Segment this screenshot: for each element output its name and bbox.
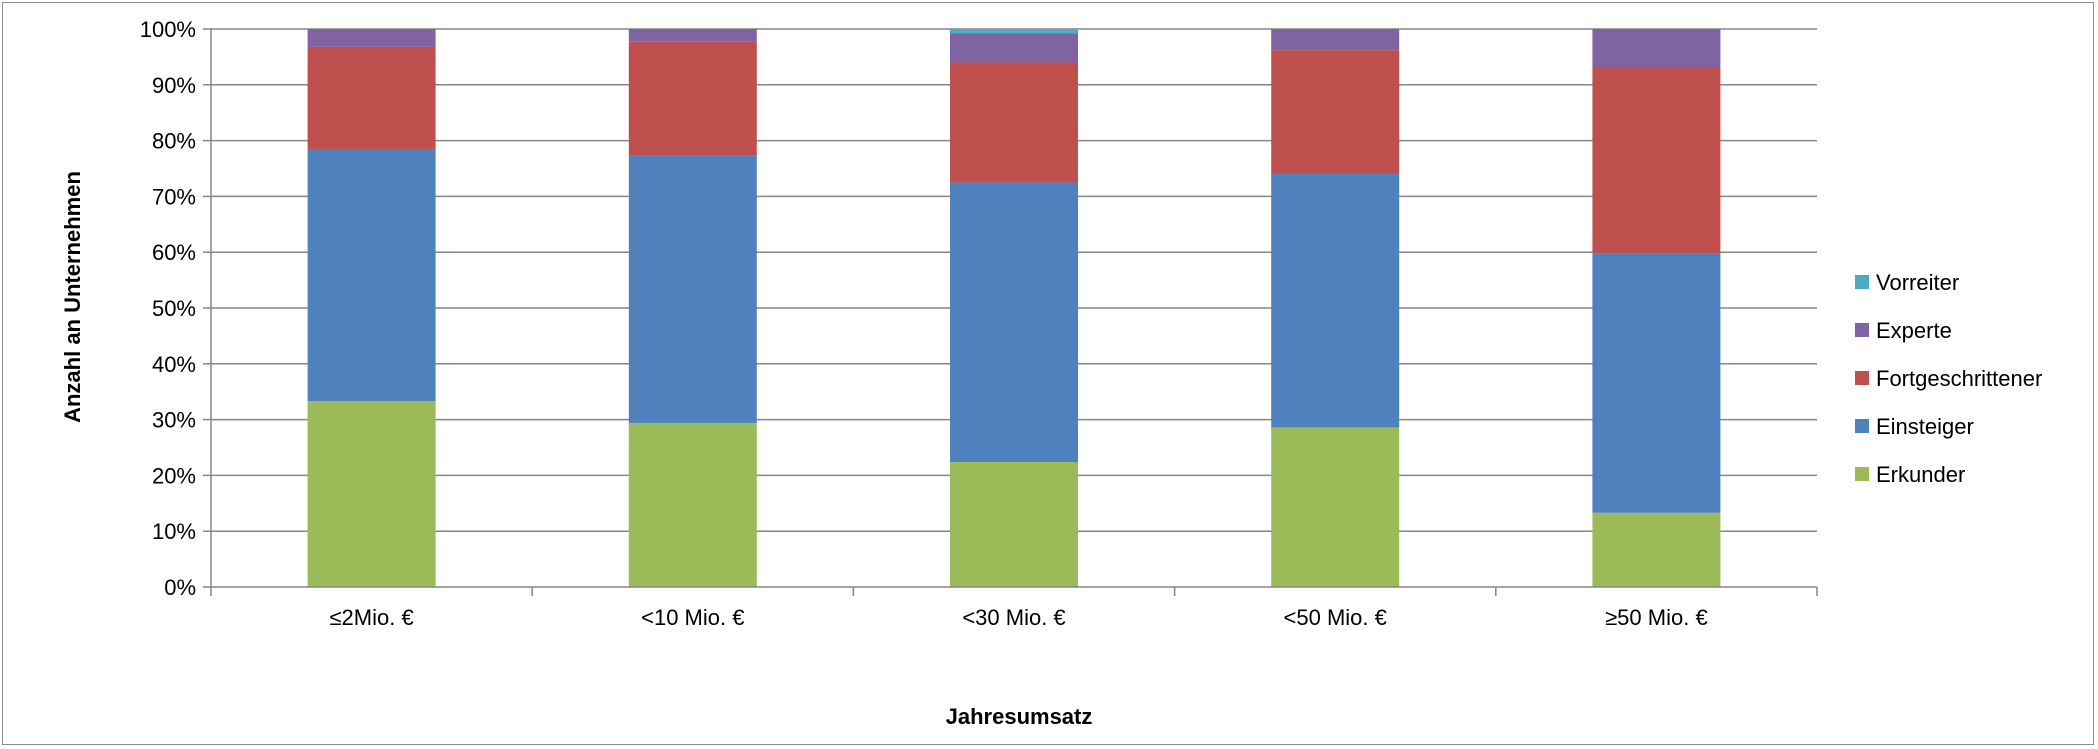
legend-label: Erkunder bbox=[1876, 462, 1965, 487]
legend-label: Experte bbox=[1876, 318, 1952, 343]
y-tick-label: 50% bbox=[152, 296, 196, 321]
y-tick-label: 90% bbox=[152, 73, 196, 98]
y-tick-label: 20% bbox=[152, 463, 196, 488]
y-tick-label: 0% bbox=[164, 575, 196, 600]
bar-segment bbox=[950, 182, 1078, 463]
legend-swatch bbox=[1855, 419, 1869, 433]
bar-segment bbox=[1271, 50, 1400, 174]
legend-label: Fortgeschrittener bbox=[1876, 366, 2042, 391]
bar-segment bbox=[950, 62, 1078, 183]
bar-segment bbox=[950, 29, 1078, 34]
x-tick-label: ≥50 Mio. € bbox=[1605, 605, 1708, 630]
x-tick-label: <30 Mio. € bbox=[962, 605, 1065, 630]
bar-segment bbox=[1592, 253, 1721, 513]
bar-segment bbox=[307, 46, 436, 149]
bar-segment bbox=[628, 155, 757, 423]
bar-segment bbox=[950, 462, 1078, 587]
x-tick-labels: ≤2Mio. € <10 Mio. € <30 Mio. € <50 Mio. € ≥5… bbox=[329, 605, 1707, 630]
bar-segment bbox=[307, 29, 436, 47]
y-tick-label: 30% bbox=[152, 408, 196, 433]
legend-swatch bbox=[1855, 275, 1869, 289]
bar-segment bbox=[1592, 67, 1721, 254]
legend-label: Vorreiter bbox=[1876, 270, 1959, 295]
y-tick-labels: 0% 10% 20% 30% 40% 50% 60% 70% 80% 90% 100% bbox=[140, 17, 196, 600]
bars bbox=[307, 29, 1721, 587]
bar-segment bbox=[1592, 29, 1721, 68]
y-tick-label: 60% bbox=[152, 240, 196, 265]
bar-segment bbox=[628, 422, 757, 587]
bar-segment bbox=[628, 29, 757, 42]
x-tick-label: ≤2Mio. € bbox=[329, 605, 413, 630]
y-tick-label: 100% bbox=[140, 17, 196, 42]
legend: Vorreiter Experte Fortgeschrittener Einstei… bbox=[1855, 270, 2042, 487]
x-tick-label: <50 Mio. € bbox=[1284, 605, 1387, 630]
bar-segment bbox=[628, 41, 757, 156]
bar-segment bbox=[1271, 29, 1400, 51]
legend-swatch bbox=[1855, 467, 1869, 481]
bar-segment bbox=[1271, 427, 1400, 587]
legend-swatch bbox=[1855, 371, 1869, 385]
bar-segment bbox=[950, 33, 1078, 63]
bar-segment bbox=[1271, 173, 1400, 428]
legend-label: Einsteiger bbox=[1876, 414, 1974, 439]
y-tick-label: 70% bbox=[152, 184, 196, 209]
legend-swatch bbox=[1855, 323, 1869, 337]
bar-segment bbox=[1592, 512, 1721, 587]
bar-segment bbox=[307, 401, 436, 587]
axes bbox=[203, 28, 1818, 596]
y-tick-label: 10% bbox=[152, 519, 196, 544]
y-tick-label: 40% bbox=[152, 352, 196, 377]
y-tick-label: 80% bbox=[152, 129, 196, 154]
bar-segment bbox=[307, 148, 436, 402]
x-tick-label: <10 Mio. € bbox=[641, 605, 744, 630]
y-axis-title: Anzahl an Unternehmen bbox=[60, 171, 85, 423]
x-axis-title: Jahresumsatz bbox=[946, 704, 1093, 729]
